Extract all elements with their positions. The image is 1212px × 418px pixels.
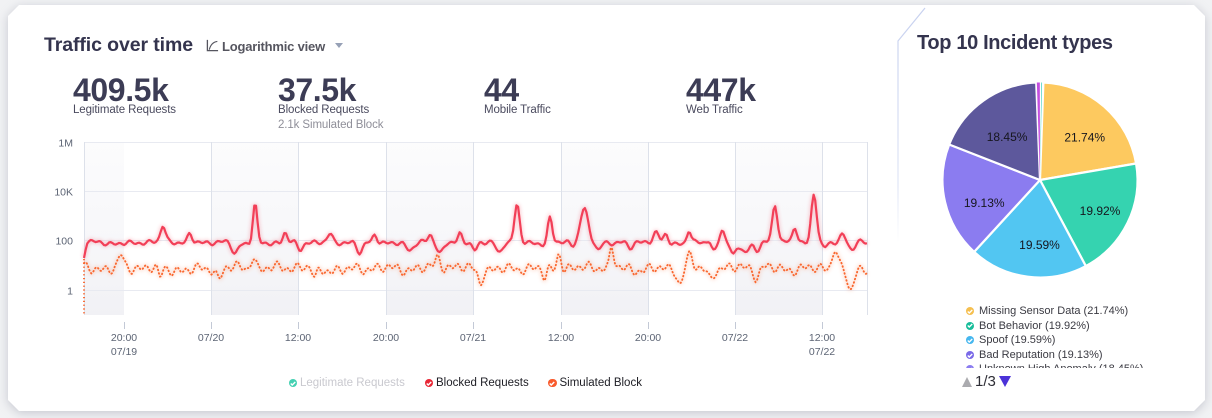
svg-text:19.92%: 19.92% xyxy=(1080,204,1121,218)
svg-text:19.59%: 19.59% xyxy=(1019,238,1060,252)
svg-text:20:00: 20:00 xyxy=(373,332,399,344)
svg-text:07/20: 07/20 xyxy=(198,332,224,344)
svg-text:18.45%: 18.45% xyxy=(987,130,1028,144)
svg-text:20:00: 20:00 xyxy=(111,332,137,344)
svg-text:21.74%: 21.74% xyxy=(1064,131,1105,145)
svg-text:100: 100 xyxy=(55,236,73,248)
svg-text:07/22: 07/22 xyxy=(722,332,748,344)
svg-text:12:00: 12:00 xyxy=(809,332,835,344)
svg-text:19.13%: 19.13% xyxy=(964,196,1005,210)
svg-text:12:00: 12:00 xyxy=(285,332,311,344)
svg-text:10K: 10K xyxy=(54,187,73,199)
svg-text:1: 1 xyxy=(67,286,73,298)
svg-text:1M: 1M xyxy=(58,138,73,150)
svg-text:07/22: 07/22 xyxy=(809,346,835,358)
svg-text:12:00: 12:00 xyxy=(548,332,574,344)
svg-text:07/19: 07/19 xyxy=(111,346,137,358)
svg-text:07/21: 07/21 xyxy=(460,332,486,344)
svg-text:20:00: 20:00 xyxy=(635,332,661,344)
